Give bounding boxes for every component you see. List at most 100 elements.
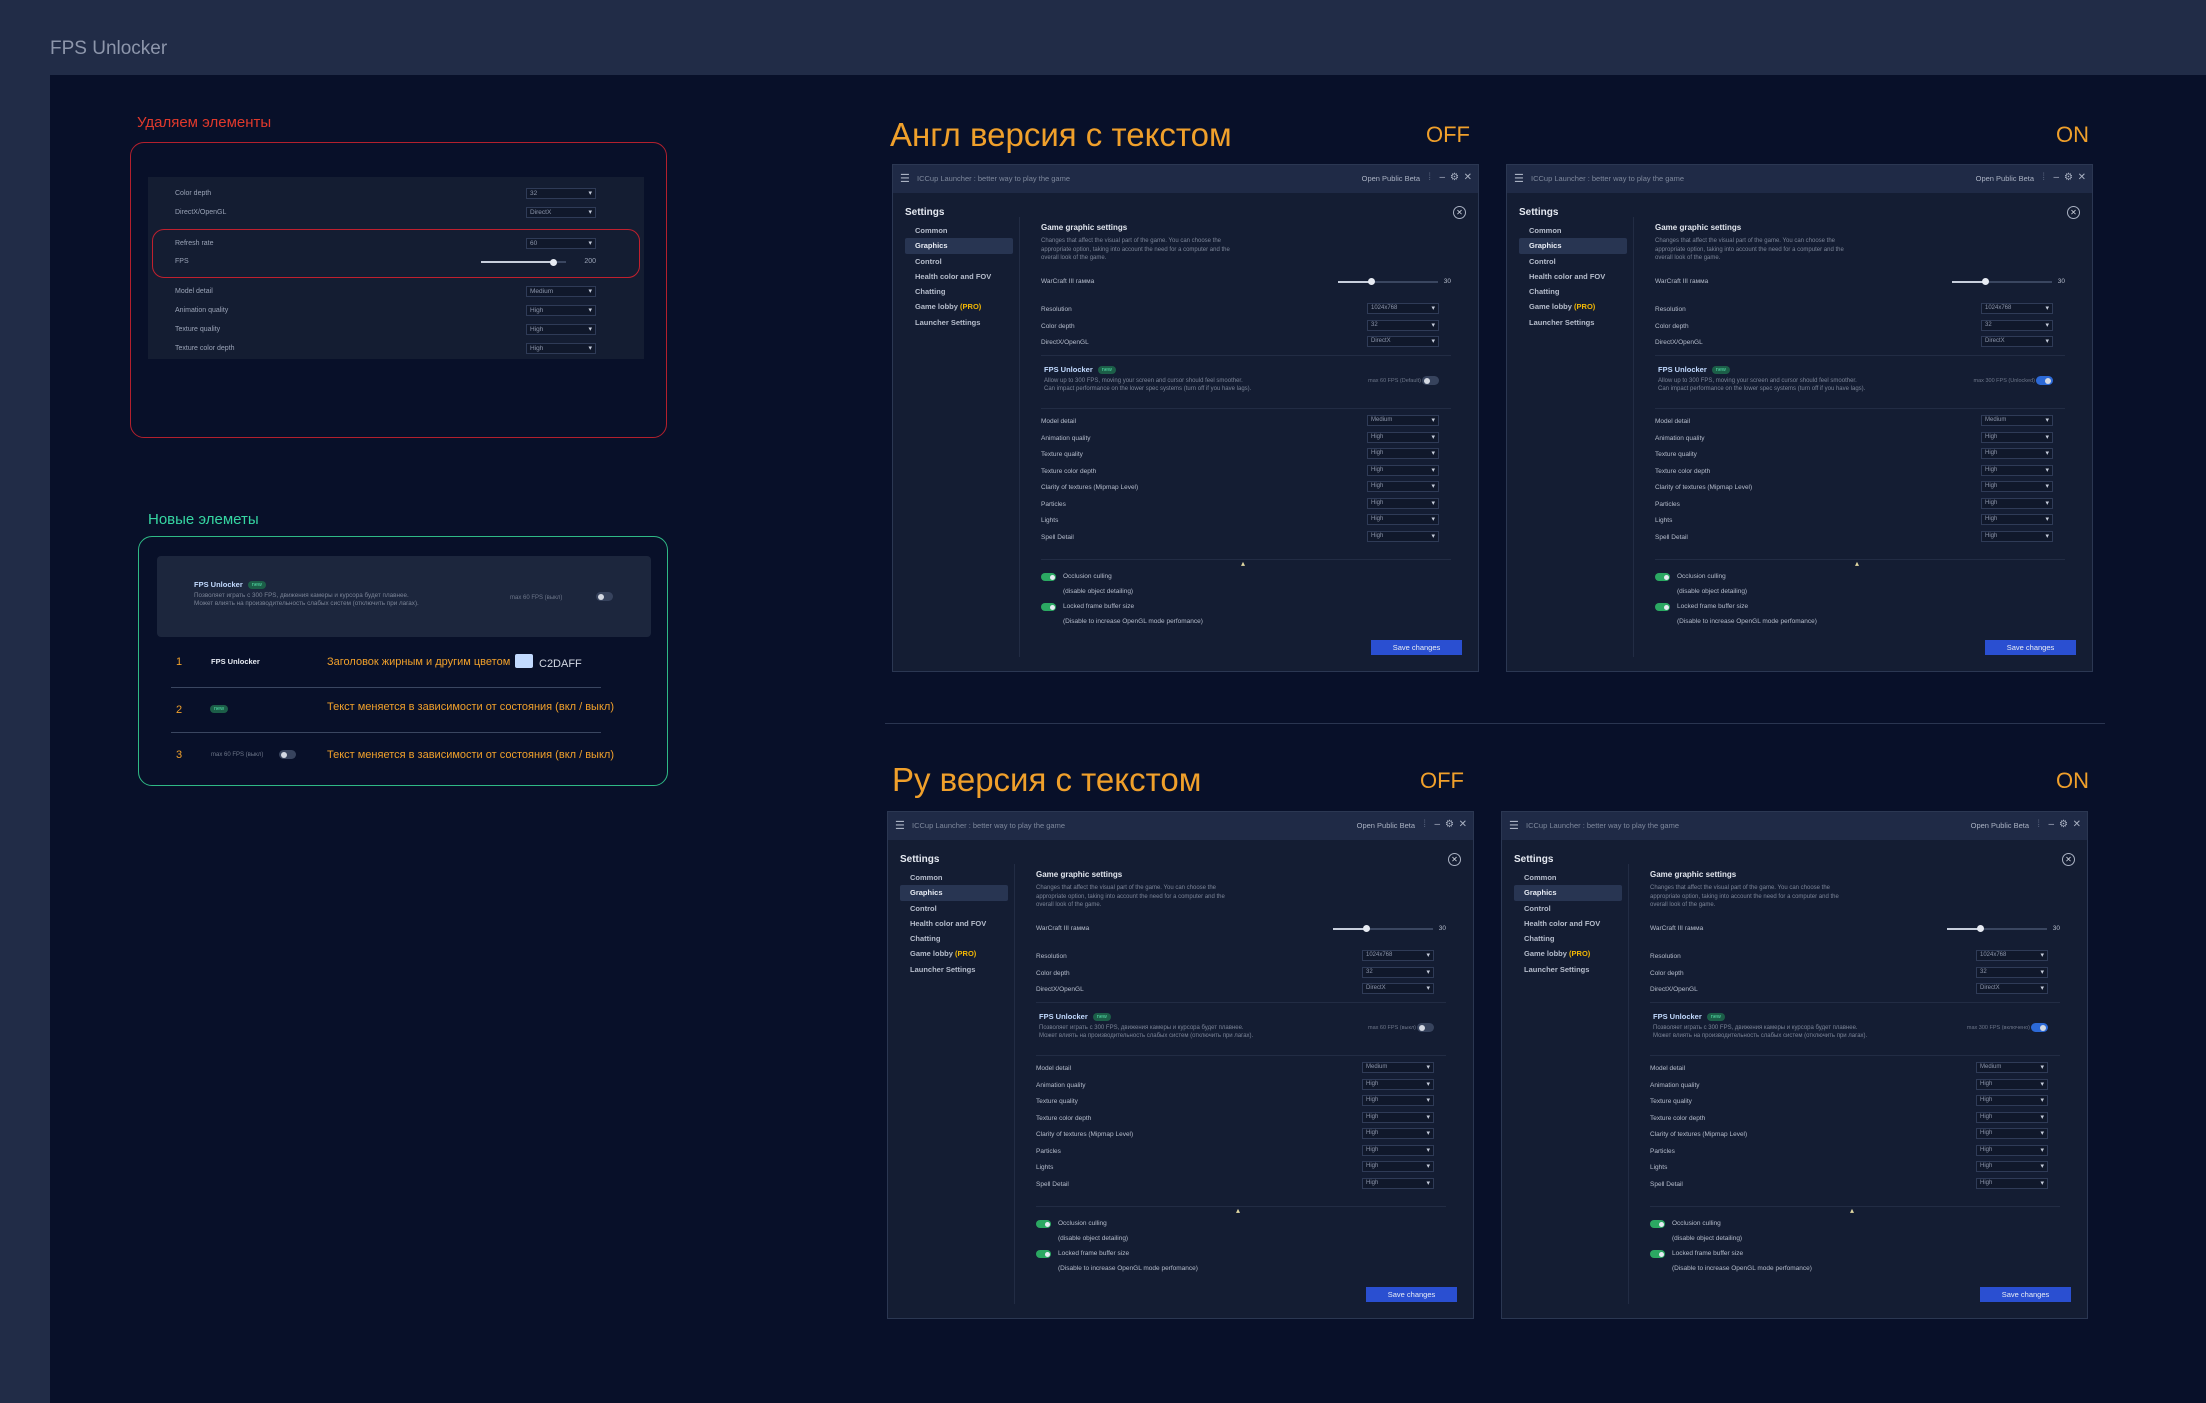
nav-common[interactable]: Common — [915, 226, 948, 235]
setting-select[interactable]: DirectX — [1367, 336, 1439, 347]
nav-common[interactable]: Common — [910, 873, 943, 882]
setting-select[interactable]: High — [1976, 1111, 2048, 1123]
setting-select[interactable]: High — [1367, 464, 1439, 476]
setting-select[interactable]: High — [1981, 448, 2053, 459]
setting-select[interactable]: 32 — [1976, 966, 2048, 978]
nav-control[interactable]: Control — [1524, 903, 1551, 913]
minimize-icon[interactable]: – — [1439, 172, 1445, 183]
hamburger-menu-icon[interactable]: ☰ — [895, 820, 905, 832]
gamma-slider[interactable] — [1952, 281, 2052, 283]
fps-slider[interactable] — [481, 258, 566, 266]
open-public-beta-link[interactable]: Open Public Beta — [1361, 174, 1420, 183]
nav-game-lobby[interactable]: Game lobby (PRO) — [910, 949, 977, 959]
nav-game-lobby[interactable]: Game lobby (PRO) — [1529, 302, 1596, 312]
nav-control[interactable]: Control — [1529, 256, 1556, 266]
occlusion-culling-toggle[interactable] — [1655, 573, 1670, 581]
close-settings-icon[interactable]: ✕ — [1453, 206, 1466, 219]
setting-select[interactable]: 32 — [1362, 966, 1434, 978]
close-icon[interactable]: ✕ — [2077, 172, 2086, 183]
gear-icon[interactable]: ⚙ — [2059, 819, 2068, 830]
setting-select[interactable]: High — [1981, 497, 2053, 509]
setting-select[interactable]: High — [1367, 497, 1439, 509]
setting-select[interactable]: High — [1362, 1144, 1434, 1156]
nav-game-lobby[interactable]: Game lobby (PRO) — [1524, 949, 1591, 959]
setting-select[interactable]: High — [1981, 481, 2053, 492]
nav-launcher-settings[interactable]: Launcher Settings — [1529, 317, 1595, 327]
setting-select[interactable]: Medium — [1981, 415, 2053, 426]
nav-control[interactable]: Control — [915, 256, 942, 266]
fps-slider-handle[interactable] — [550, 258, 558, 266]
minimize-icon[interactable]: – — [1434, 819, 1440, 830]
setting-select[interactable]: High — [1367, 448, 1439, 459]
nav-chatting[interactable]: Chatting — [910, 934, 941, 944]
setting-select[interactable]: 32 — [1981, 319, 2053, 331]
nav-launcher-settings[interactable]: Launcher Settings — [915, 317, 981, 327]
setting-select[interactable]: High — [1362, 1128, 1434, 1139]
setting-select[interactable]: DirectX — [1981, 336, 2053, 347]
setting-select[interactable]: High — [1976, 1095, 2048, 1106]
nav-game-lobby[interactable]: Game lobby (PRO) — [915, 302, 982, 312]
setting-select[interactable]: High — [1981, 514, 2053, 525]
gear-icon[interactable]: ⚙ — [1450, 172, 1459, 183]
nav-graphics[interactable]: Graphics — [1514, 885, 1622, 901]
nav-launcher-settings[interactable]: Launcher Settings — [910, 964, 976, 974]
minimize-icon[interactable]: – — [2048, 819, 2054, 830]
setting-select[interactable]: 32 — [1367, 319, 1439, 331]
gear-icon[interactable]: ⚙ — [1445, 819, 1454, 830]
setting-select[interactable]: DirectX — [1362, 983, 1434, 994]
setting-select[interactable]: High — [1981, 431, 2053, 443]
close-icon[interactable]: ✕ — [1463, 172, 1472, 183]
close-settings-icon[interactable]: ✕ — [1448, 853, 1461, 866]
save-changes-button[interactable]: Save changes — [1366, 1287, 1457, 1302]
nav-common[interactable]: Common — [1529, 226, 1562, 235]
fps-toggle[interactable] — [596, 592, 613, 601]
preview-select[interactable]: Medium — [526, 286, 596, 297]
preview-select[interactable]: High — [526, 343, 596, 354]
save-changes-button[interactable]: Save changes — [1980, 1287, 2071, 1302]
fps-unlocker-toggle[interactable] — [1422, 376, 1439, 385]
save-changes-button[interactable]: Save changes — [1985, 640, 2076, 655]
gamma-slider[interactable] — [1333, 928, 1433, 930]
setting-select[interactable]: 1024x768 — [1362, 950, 1434, 961]
hamburger-menu-icon[interactable]: ☰ — [1514, 173, 1524, 185]
setting-select[interactable]: High — [1362, 1161, 1434, 1172]
occlusion-culling-toggle[interactable] — [1041, 573, 1056, 581]
save-changes-button[interactable]: Save changes — [1371, 640, 1462, 655]
setting-select[interactable]: High — [1976, 1144, 2048, 1156]
gear-icon[interactable]: ⚙ — [2064, 172, 2073, 183]
setting-select[interactable]: High — [1367, 431, 1439, 443]
hamburger-menu-icon[interactable]: ☰ — [1509, 820, 1519, 832]
gamma-slider-handle[interactable] — [1363, 925, 1370, 932]
minimize-icon[interactable]: – — [2053, 172, 2059, 183]
close-settings-icon[interactable]: ✕ — [2062, 853, 2075, 866]
nav-control[interactable]: Control — [910, 903, 937, 913]
occlusion-culling-toggle[interactable] — [1650, 1220, 1665, 1228]
setting-select[interactable]: High — [1981, 464, 2053, 476]
nav-health-color-fov[interactable]: Health color and FOV — [915, 271, 992, 281]
gamma-slider[interactable] — [1947, 928, 2047, 930]
setting-select[interactable]: High — [1367, 481, 1439, 492]
preview-select[interactable]: DirectX — [526, 207, 596, 218]
preview-select[interactable]: 60 — [526, 238, 596, 249]
open-public-beta-link[interactable]: Open Public Beta — [1970, 821, 2029, 830]
nav-graphics[interactable]: Graphics — [1519, 238, 1627, 254]
gamma-slider-handle[interactable] — [1982, 278, 1989, 285]
nav-common[interactable]: Common — [1524, 873, 1557, 882]
occlusion-culling-toggle[interactable] — [1036, 1220, 1051, 1228]
setting-select[interactable]: High — [1362, 1095, 1434, 1106]
gamma-slider-handle[interactable] — [1368, 278, 1375, 285]
locked-frame-buffer-toggle[interactable] — [1041, 603, 1056, 611]
setting-select[interactable]: High — [1981, 530, 2053, 542]
locked-frame-buffer-toggle[interactable] — [1655, 603, 1670, 611]
close-icon[interactable]: ✕ — [2072, 819, 2081, 830]
open-public-beta-link[interactable]: Open Public Beta — [1356, 821, 1415, 830]
locked-frame-buffer-toggle[interactable] — [1650, 1250, 1665, 1258]
nav-chatting[interactable]: Chatting — [915, 287, 946, 297]
close-settings-icon[interactable]: ✕ — [2067, 206, 2080, 219]
open-public-beta-link[interactable]: Open Public Beta — [1975, 174, 2034, 183]
fps-unlocker-toggle[interactable] — [1417, 1023, 1434, 1032]
locked-frame-buffer-toggle[interactable] — [1036, 1250, 1051, 1258]
setting-select[interactable]: 1024x768 — [1367, 303, 1439, 314]
nav-health-color-fov[interactable]: Health color and FOV — [1524, 918, 1601, 928]
nav-chatting[interactable]: Chatting — [1529, 287, 1560, 297]
